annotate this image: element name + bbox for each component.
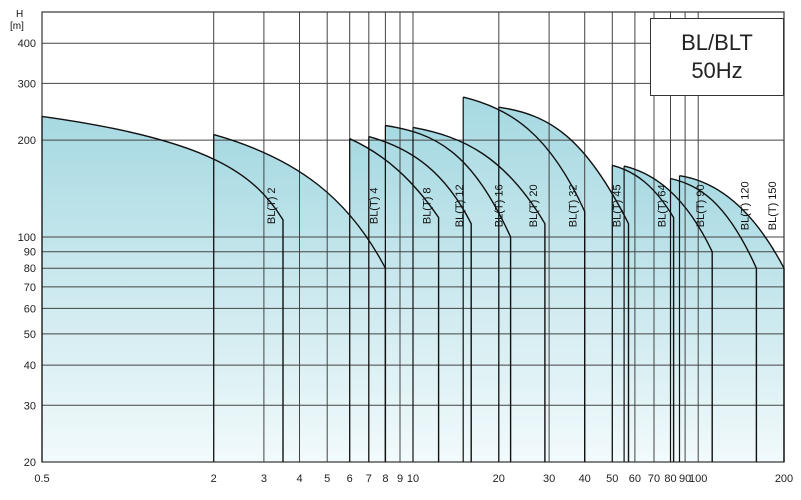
x-tick-label-15: 70	[648, 473, 660, 485]
model-label-2: BL(T) 8	[422, 187, 434, 224]
model-label-1: BL(T) 4	[368, 187, 380, 224]
y-tick-label-0: 20	[24, 457, 36, 469]
grid-lines	[41, 11, 785, 463]
x-tick-label-3: 4	[296, 473, 302, 485]
x-tick-label-17: 90	[679, 473, 691, 485]
y-tick-label-1: 30	[24, 400, 36, 412]
x-tick-label-2: 3	[261, 473, 267, 485]
curve-line-2	[349, 138, 440, 462]
chart-title-box: BL/BLT 50Hz	[650, 18, 784, 96]
model-labels: BL(T) 2 BL(T) 4 BL(T) 8 BL(T) 12 BL(T) 16 BL(…	[266, 181, 779, 230]
x-tick-label-10: 20	[493, 473, 505, 485]
y-tick-label-2: 40	[24, 360, 36, 372]
y-axis-label: H	[16, 9, 23, 20]
x-tick-label-18: 100	[689, 473, 707, 485]
curve-line-10	[670, 177, 758, 462]
y-axis-unit: [m]	[10, 21, 24, 32]
y-tick-label-6: 80	[24, 263, 36, 275]
curve-line-4	[385, 124, 512, 462]
performance-curves	[41, 96, 785, 462]
x-tick-label-19: 200	[775, 473, 793, 485]
x-tick-label-11: 30	[543, 473, 555, 485]
curve-line-1	[213, 133, 387, 462]
curve-fill-11	[679, 175, 784, 462]
x-tick-label-8: 9	[397, 473, 403, 485]
chart-title: BL/BLT	[681, 30, 753, 55]
curve-line-7	[498, 106, 630, 462]
y-tick-label-9: 200	[18, 135, 36, 147]
model-label-3: BL(T) 12	[454, 184, 466, 227]
x-tick-label-14: 60	[629, 473, 641, 485]
model-label-6: BL(T) 32	[568, 184, 580, 227]
model-label-10: BL(T) 120	[739, 181, 751, 230]
curve-fill-7	[498, 107, 629, 462]
x-tick-label-0: 0.5	[34, 473, 49, 485]
x-tick-label-7: 8	[382, 473, 388, 485]
x-tick-label-13: 50	[606, 473, 618, 485]
curve-line-11	[679, 175, 785, 462]
x-tick-label-6: 7	[366, 473, 372, 485]
x-tick-label-5: 6	[347, 473, 353, 485]
x-tick-label-9: 10	[407, 473, 419, 485]
y-tick-label-8: 100	[18, 232, 36, 244]
curve-line-5	[412, 126, 546, 462]
curve-line-8	[612, 164, 675, 462]
model-label-4: BL(T) 16	[494, 184, 506, 227]
y-tick-label-11: 400	[18, 38, 36, 50]
curve-line-3	[368, 135, 472, 462]
x-tick-label-1: 2	[211, 473, 217, 485]
y-tick-label-3: 50	[24, 329, 36, 341]
curve-line-6	[463, 96, 586, 462]
chart-subtitle: 50Hz	[691, 58, 743, 83]
model-label-7: BL(T) 45	[612, 184, 624, 227]
curve-line-9	[623, 165, 713, 462]
model-label-8: BL(T) 64	[657, 184, 669, 227]
x-tick-label-12: 40	[579, 473, 591, 485]
curve-fills	[42, 97, 784, 463]
curve-line-0	[41, 115, 284, 462]
y-tick-label-7: 90	[24, 247, 36, 259]
model-label-9: BL(T) 90	[695, 184, 707, 227]
model-label-0: BL(T) 2	[266, 187, 278, 224]
y-tick-label-10: 300	[18, 78, 36, 90]
model-label-5: BL(T) 20	[528, 184, 540, 227]
y-tick-label-5: 70	[24, 282, 36, 294]
model-label-11: BL(T) 150	[767, 181, 779, 230]
y-tick-label-4: 60	[24, 303, 36, 315]
x-tick-label-16: 80	[664, 473, 676, 485]
x-tick-label-4: 5	[324, 473, 330, 485]
